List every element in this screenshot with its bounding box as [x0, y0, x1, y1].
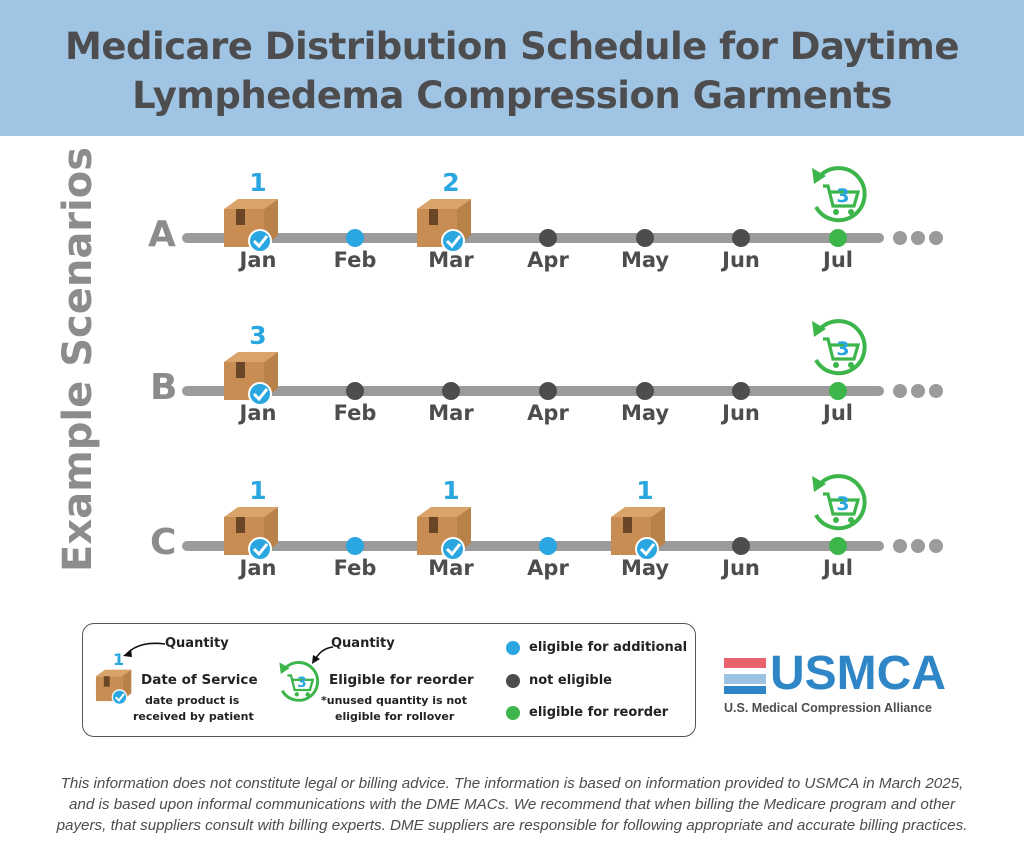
eligible-additional-dot	[346, 537, 364, 555]
delivery-quantity: 1	[249, 168, 267, 197]
package-icon	[220, 503, 280, 561]
continuation-dot	[893, 231, 907, 245]
package-icon	[220, 195, 280, 253]
logo-bar-red	[724, 658, 766, 668]
delivery-quantity: 1	[249, 476, 267, 505]
legend-reorder-quantity: 3	[297, 675, 307, 691]
row-letter: A	[148, 214, 176, 255]
month-label: May	[620, 401, 670, 425]
legend-box-quantity: 1	[113, 650, 125, 669]
package-icon	[413, 195, 473, 253]
continuation-dot	[929, 231, 943, 245]
timeline-track	[182, 541, 884, 551]
not-eligible-dot	[636, 382, 654, 400]
reorder-cart-icon: 3	[806, 315, 872, 381]
legend-rollover-note-2: eligible for rollover	[335, 710, 455, 723]
legend-dot-eligible-reorder	[506, 706, 520, 720]
disclaimer-line-3: payers, that suppliers consult with bill…	[56, 817, 968, 834]
delivery-quantity: 3	[249, 321, 267, 350]
continuation-dot	[893, 384, 907, 398]
continuation-dot	[911, 539, 925, 553]
row-letter: B	[150, 367, 178, 408]
month-label: Jul	[823, 401, 853, 425]
arrow-icon	[312, 646, 334, 664]
package-icon	[220, 348, 280, 406]
month-label: Feb	[333, 401, 377, 425]
legend-rollover-note-1: *unused quantity is not	[321, 694, 467, 707]
reorder-quantity: 3	[836, 493, 849, 515]
month-label: Jun	[722, 248, 760, 272]
month-label: Mar	[428, 401, 474, 425]
eligible-reorder-dot	[829, 229, 847, 247]
disclaimer: This information does not constitute leg…	[24, 773, 1000, 836]
not-eligible-dot	[732, 537, 750, 555]
eligible-reorder-dot	[829, 537, 847, 555]
page-title: Medicare Distribution Schedule for Dayti…	[20, 22, 1004, 120]
legend-date-note-1: date product is	[145, 694, 240, 707]
delivery-quantity: 1	[442, 476, 460, 505]
legend-date-note-2: received by patient	[133, 710, 254, 723]
month-label: Feb	[333, 248, 377, 272]
month-label: Apr	[527, 248, 569, 272]
row-letter: C	[150, 522, 177, 563]
delivery-quantity: 2	[442, 168, 460, 197]
month-label: Apr	[527, 556, 569, 580]
logo-subtitle: U.S. Medical Compression Alliance	[724, 701, 932, 715]
continuation-dot	[893, 539, 907, 553]
example-scenarios-label: Example Scenarios	[55, 146, 101, 572]
not-eligible-dot	[732, 229, 750, 247]
logo-bar-blue	[724, 686, 766, 694]
not-eligible-dot	[346, 382, 364, 400]
disclaimer-line-1: This information does not constitute leg…	[60, 775, 964, 792]
not-eligible-dot	[442, 382, 460, 400]
package-icon	[413, 503, 473, 561]
continuation-dot	[929, 539, 943, 553]
not-eligible-dot	[732, 382, 750, 400]
reorder-quantity: 3	[836, 185, 849, 207]
month-label: Jul	[823, 248, 853, 272]
month-label: Jul	[823, 556, 853, 580]
reorder-cart-icon: 3	[279, 661, 320, 702]
eligible-additional-dot	[346, 229, 364, 247]
legend-eligible-for-reorder: Eligible for reorder	[329, 672, 474, 688]
legend-quantity-label: Quantity	[165, 636, 229, 651]
month-label: Jun	[722, 401, 760, 425]
legend-dot-not-eligible	[506, 674, 520, 688]
package-icon	[607, 503, 667, 561]
legend-not-eligible-label: not eligible	[529, 673, 612, 688]
month-label: Apr	[527, 401, 569, 425]
month-label: Feb	[333, 556, 377, 580]
continuation-dot	[911, 384, 925, 398]
title-line-1: Medicare Distribution Schedule for Dayti…	[65, 25, 959, 68]
logo-bar-light-blue	[724, 674, 766, 684]
month-label: Jun	[722, 556, 760, 580]
reorder-quantity: 3	[836, 338, 849, 360]
not-eligible-dot	[636, 229, 654, 247]
package-icon	[95, 669, 132, 705]
reorder-cart-icon: 3	[806, 470, 872, 536]
disclaimer-line-2: and is based upon informal communication…	[68, 796, 956, 813]
legend-date-of-service: Date of Service	[141, 672, 258, 688]
legend-eligible-additional-label: eligible for additional	[529, 640, 688, 655]
eligible-reorder-dot	[829, 382, 847, 400]
continuation-dot	[929, 384, 943, 398]
legend-eligible-reorder-label: eligible for reorder	[529, 705, 669, 720]
header-banner: Medicare Distribution Schedule for Dayti…	[0, 0, 1024, 136]
not-eligible-dot	[539, 229, 557, 247]
legend-reorder-quantity-label: Quantity	[331, 636, 395, 651]
title-line-2: Lymphedema Compression Garments	[132, 74, 892, 117]
timeline-track	[182, 233, 884, 243]
legend-dot-eligible-additional	[506, 641, 520, 655]
legend: Quantity 1 Date of Service date product …	[82, 623, 696, 737]
arrow-icon	[123, 642, 166, 657]
eligible-additional-dot	[539, 537, 557, 555]
month-label: May	[620, 248, 670, 272]
not-eligible-dot	[539, 382, 557, 400]
reorder-cart-icon: 3	[806, 162, 872, 228]
logo-wordmark: USMCA	[770, 647, 946, 700]
timeline-track	[182, 386, 884, 396]
continuation-dot	[911, 231, 925, 245]
delivery-quantity: 1	[636, 476, 654, 505]
